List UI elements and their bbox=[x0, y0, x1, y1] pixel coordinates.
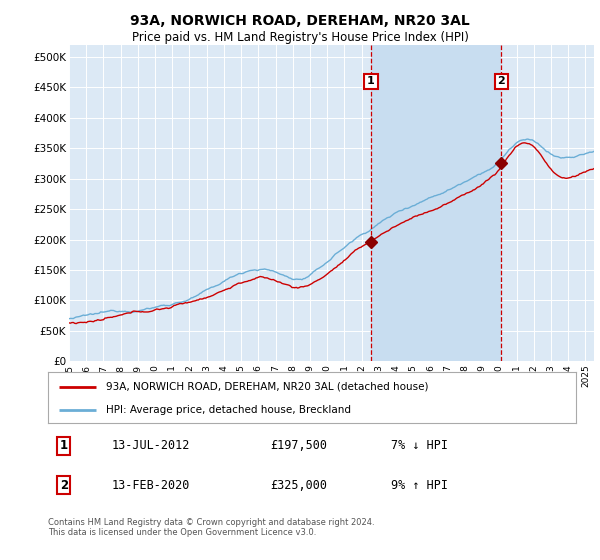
Text: 9% ↑ HPI: 9% ↑ HPI bbox=[391, 479, 448, 492]
Text: £197,500: £197,500 bbox=[270, 439, 327, 452]
Text: HPI: Average price, detached house, Breckland: HPI: Average price, detached house, Brec… bbox=[106, 405, 351, 415]
Text: 2: 2 bbox=[60, 479, 68, 492]
Text: £325,000: £325,000 bbox=[270, 479, 327, 492]
Text: 93A, NORWICH ROAD, DEREHAM, NR20 3AL: 93A, NORWICH ROAD, DEREHAM, NR20 3AL bbox=[130, 14, 470, 28]
Text: 1: 1 bbox=[60, 439, 68, 452]
Text: 93A, NORWICH ROAD, DEREHAM, NR20 3AL (detached house): 93A, NORWICH ROAD, DEREHAM, NR20 3AL (de… bbox=[106, 381, 428, 391]
Bar bbox=[371, 45, 502, 361]
Text: 7% ↓ HPI: 7% ↓ HPI bbox=[391, 439, 448, 452]
Text: 2: 2 bbox=[497, 76, 505, 86]
Text: 13-JUL-2012: 13-JUL-2012 bbox=[112, 439, 190, 452]
Text: 1: 1 bbox=[367, 76, 375, 86]
Text: 13-FEB-2020: 13-FEB-2020 bbox=[112, 479, 190, 492]
Text: Contains HM Land Registry data © Crown copyright and database right 2024.
This d: Contains HM Land Registry data © Crown c… bbox=[48, 518, 374, 538]
Text: Price paid vs. HM Land Registry's House Price Index (HPI): Price paid vs. HM Land Registry's House … bbox=[131, 31, 469, 44]
